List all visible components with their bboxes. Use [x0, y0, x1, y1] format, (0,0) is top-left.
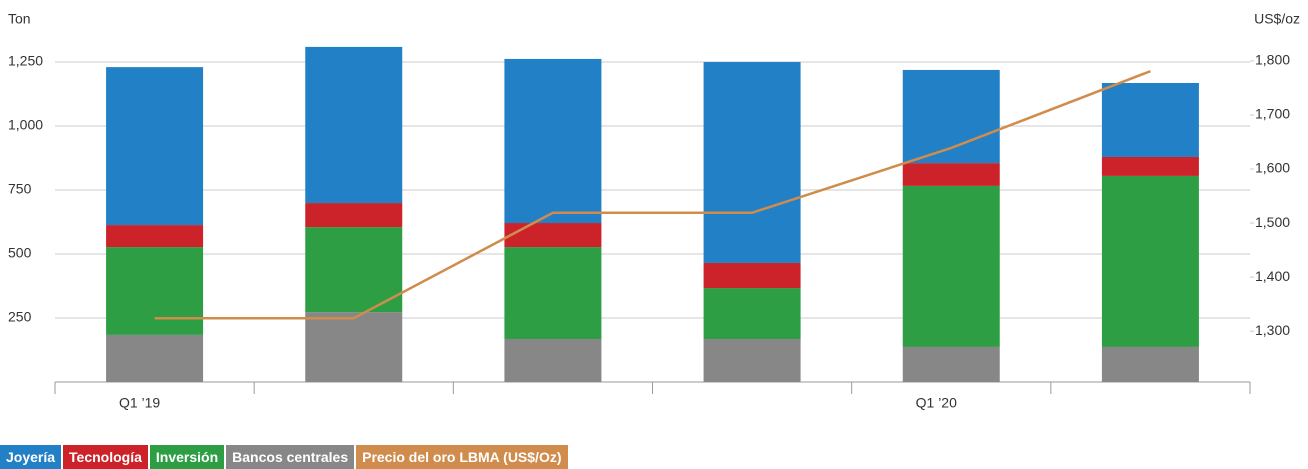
legend-item[interactable]: Joyería — [0, 445, 62, 469]
bar-segment — [305, 203, 403, 228]
bar-segment — [902, 163, 1000, 186]
legend-item[interactable]: Bancos centrales — [226, 445, 355, 469]
y2-tick-label: 1,300 — [1255, 322, 1290, 338]
y2-tick-label: 1,700 — [1255, 106, 1290, 122]
y2-tick-label: 1,600 — [1255, 160, 1290, 176]
y2-tick-label: 1,400 — [1255, 268, 1290, 284]
bar-segment — [703, 338, 801, 382]
y-axis-label: Ton — [8, 11, 31, 27]
chart: Ton US$/oz 250 500 750 1,000 1,250 1,300 1,400… — [8, 11, 1300, 411]
bar-segment — [703, 62, 801, 263]
y-tick-label: 500 — [8, 245, 32, 261]
bar-segment — [106, 247, 204, 335]
bar-segment — [703, 262, 801, 289]
y-tick-label: 1,250 — [8, 53, 43, 69]
bar-segment — [1101, 346, 1199, 382]
bar-segment — [305, 227, 403, 313]
legend-item[interactable]: Tecnología — [63, 445, 148, 469]
y-tick-label: 250 — [8, 309, 32, 325]
legend-item[interactable]: Precio del oro LBMA (US$/Oz) — [356, 445, 568, 469]
bar-segment — [1101, 156, 1199, 176]
legend-item[interactable]: Inversión — [149, 445, 225, 469]
bar-segment — [902, 346, 1000, 382]
bar-segment — [106, 334, 204, 382]
bar-segment — [504, 247, 602, 339]
legend: Joyería Tecnología Inversión Bancos central… — [0, 445, 568, 469]
bar-segment — [106, 67, 204, 226]
bar-segment — [703, 288, 801, 339]
y2-tick-label: 1,800 — [1255, 52, 1290, 68]
bar-segment — [902, 185, 1000, 347]
bar-segment — [504, 223, 602, 248]
bar-segment — [1101, 82, 1199, 157]
price-line — [154, 70, 1151, 320]
x-tick-label: Q1 ’19 — [119, 395, 160, 411]
bar-segment — [504, 338, 602, 382]
x-tick-label: Q1 ’20 — [916, 395, 957, 411]
y-tick-label: 1,000 — [8, 117, 43, 133]
y2-tick-label: 1,500 — [1255, 214, 1290, 230]
y2-axis-label: US$/oz — [1254, 11, 1300, 27]
bar-segment — [305, 46, 403, 204]
y-tick-label: 750 — [8, 181, 32, 197]
bar-segment — [504, 58, 602, 224]
bar-segment — [1101, 175, 1199, 347]
bar-segment — [106, 225, 204, 248]
bar-segment — [305, 312, 403, 382]
